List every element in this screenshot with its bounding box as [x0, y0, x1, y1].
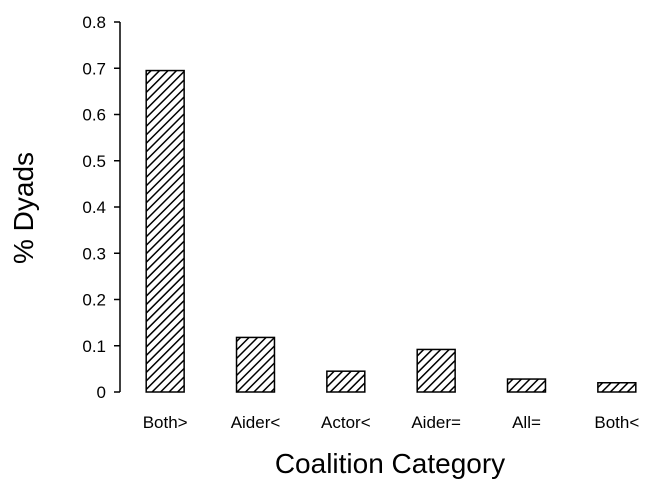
y-axis-ticks — [114, 21, 120, 393]
x-axis-title: Coalition Category — [275, 448, 505, 479]
bar — [506, 378, 547, 393]
y-tick-label: 0.4 — [82, 198, 106, 217]
x-tick-label: Aider= — [411, 413, 461, 432]
y-tick-label: 0.1 — [82, 337, 106, 356]
y-tick-label: 0.6 — [82, 106, 106, 125]
bars — [145, 69, 637, 393]
x-tick-label: Actor< — [321, 413, 371, 432]
y-axis-tick-labels: 0 0.1 0.2 0.3 0.4 0.5 0.6 0.7 0.8 — [82, 13, 106, 402]
y-tick-label: 0.2 — [82, 291, 106, 310]
y-tick-label: 0.3 — [82, 244, 106, 263]
y-axis-title: % Dyads — [8, 152, 39, 264]
bar — [597, 382, 637, 393]
bar — [326, 370, 366, 393]
x-tick-label: Both> — [143, 413, 188, 432]
bar — [235, 336, 276, 393]
bar — [145, 69, 185, 393]
y-tick-label: 0.8 — [82, 13, 106, 32]
y-tick-label: 0.5 — [82, 152, 106, 171]
bar — [416, 348, 456, 393]
x-tick-label: All= — [512, 413, 541, 432]
y-tick-label: 0.7 — [82, 59, 106, 78]
x-tick-label: Both< — [594, 413, 639, 432]
y-tick-label: 0 — [97, 383, 106, 402]
x-tick-label: Aider< — [231, 413, 281, 432]
x-axis-tick-labels: Both> Aider< Actor< Aider= All= Both< — [143, 413, 640, 432]
